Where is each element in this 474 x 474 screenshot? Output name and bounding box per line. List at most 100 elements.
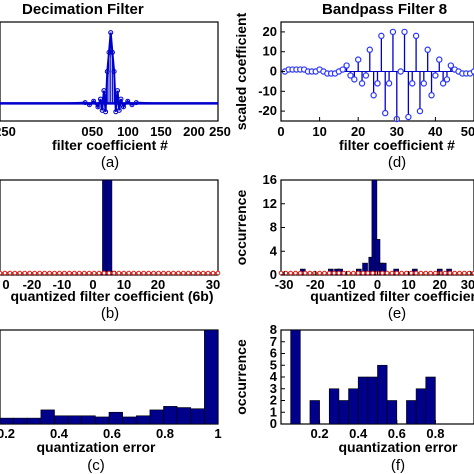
chart-b-bar [105,179,113,276]
chart-f-ytick-label: 1 [270,404,277,419]
chart-d-ytick-label: -20 [258,103,277,118]
chart-c-bar [149,409,164,425]
chart-b-red-marker [42,270,47,276]
chart-d-point [416,107,424,115]
chart-f-xtick-label: 0.2 [311,426,329,441]
chart-b-red-marker [2,270,8,276]
chart-d-point [424,46,431,53]
chart-b-red-marker [96,270,102,276]
chart-c-bar [135,415,151,425]
chart-e-red-marker [365,270,371,276]
chart-c-bar [108,411,123,425]
chart-b-red-marker [156,270,161,276]
chart-a-point [101,88,107,94]
chart-c-xtick-label: 1 [214,426,221,441]
chart-b-red-marker [91,270,97,276]
chart-d-xtick-label: 20 [351,124,365,139]
chart-e-red-marker [360,270,366,276]
chart-b-red-marker [101,270,107,276]
chart-d-point [339,66,346,73]
chart-e-red-marker [317,270,322,276]
chart-e-red-marker [428,270,433,276]
chart-f-bar [406,400,417,425]
chart-d-point [389,28,397,36]
chart-c-bar [176,407,192,425]
chart-e-red-marker [462,270,467,276]
chart-b-red-marker [185,270,191,276]
chart-e-red-marker [389,270,395,276]
chart-b-red-marker [181,270,186,276]
chart-c-bar [67,415,83,425]
chart-b-red-marker [200,270,206,276]
chart-c-bar [81,415,96,425]
chart-d-ylabel: scaled coefficient [233,12,249,130]
chart-f-bar [309,400,320,425]
chart-b-red-marker [131,270,137,276]
chart-d-point [374,80,381,87]
chart-b-red-marker [121,270,127,276]
chart-a-point [115,88,121,94]
chart-d-ytick-label: -10 [258,83,277,98]
chart-b-xtick-label: 10 [117,277,131,292]
chart-a-point [120,104,126,110]
chart-f-ytick-label: 4 [270,369,278,384]
chart-b-xlabel: quantized filter coefficient (6b) [10,288,213,304]
chart-f-panel [280,329,474,425]
chart-f-ytick-label: 2 [270,393,277,408]
chart-a-point [111,69,117,74]
chart-e-red-marker [331,270,337,276]
chart-c-xtick-label: 0.8 [156,426,174,441]
chart-d-xlabel: filter coefficient # [339,137,455,153]
chart-a-point [116,107,122,113]
chart-b-red-marker [7,270,13,276]
chart-e-xtick-label: -20 [306,277,325,292]
chart-e-xtick-label: 10 [401,277,415,292]
chart-d-xtick-label: 30 [390,124,404,139]
chart-e-red-marker [418,270,424,276]
chart-a-frame [0,21,219,122]
chart-a-point [109,49,115,55]
chart-b-red-marker [166,270,171,276]
chart-e-red-marker [302,270,308,276]
chart-b-red-marker [195,270,201,276]
chart-d-point [420,80,428,87]
chart-e-xtick-label: -30 [275,277,294,292]
chart-f-bar [338,400,349,425]
chart-b-red-marker [141,270,146,276]
chart-c-bar [204,329,219,425]
chart-d-ytick-label: 0 [270,64,277,79]
chart-e-red-marker [278,270,284,276]
chart-b-red-marker [116,270,122,276]
chart-d-ytick-label: 10 [263,44,277,59]
chart-b-red-marker [12,270,18,276]
chart-e-red-marker [346,270,351,276]
chart-d-point [351,76,358,83]
chart-e-red-marker [413,270,419,276]
chart-e-ylabel: occurrence [233,190,249,266]
chart-e-xtick-label: 0 [374,277,381,292]
chart-e-red-marker [336,270,342,276]
chart-f-caption: (f) [391,457,405,474]
chart-c-bar [190,408,205,425]
chart-d-point [347,72,354,79]
chart-a-caption: (a) [101,154,119,171]
chart-f-bar [377,364,388,425]
chart-b-red-marker [37,270,42,276]
chart-c-bar [40,409,55,425]
chart-f-ytick-label: 8 [270,322,277,337]
chart-e-ytick-label: 0 [270,267,277,282]
chart-d-point [366,46,373,53]
chart-a-point [118,96,124,102]
chart-b-red-marker [205,270,211,276]
chart-e-red-marker [307,270,313,276]
chart-c-bar [26,417,42,425]
chart-b-xtick-label: 20 [151,277,165,292]
chart-c-bar [13,417,28,425]
chart-a-point [97,96,103,102]
chart-b-red-marker [81,270,87,276]
chart-b-red-marker [171,270,176,276]
chart-a-point [103,109,109,115]
chart-e-red-marker [380,270,385,276]
chart-f-ytick-label: 0 [270,416,277,431]
chart-d-point [355,56,362,63]
